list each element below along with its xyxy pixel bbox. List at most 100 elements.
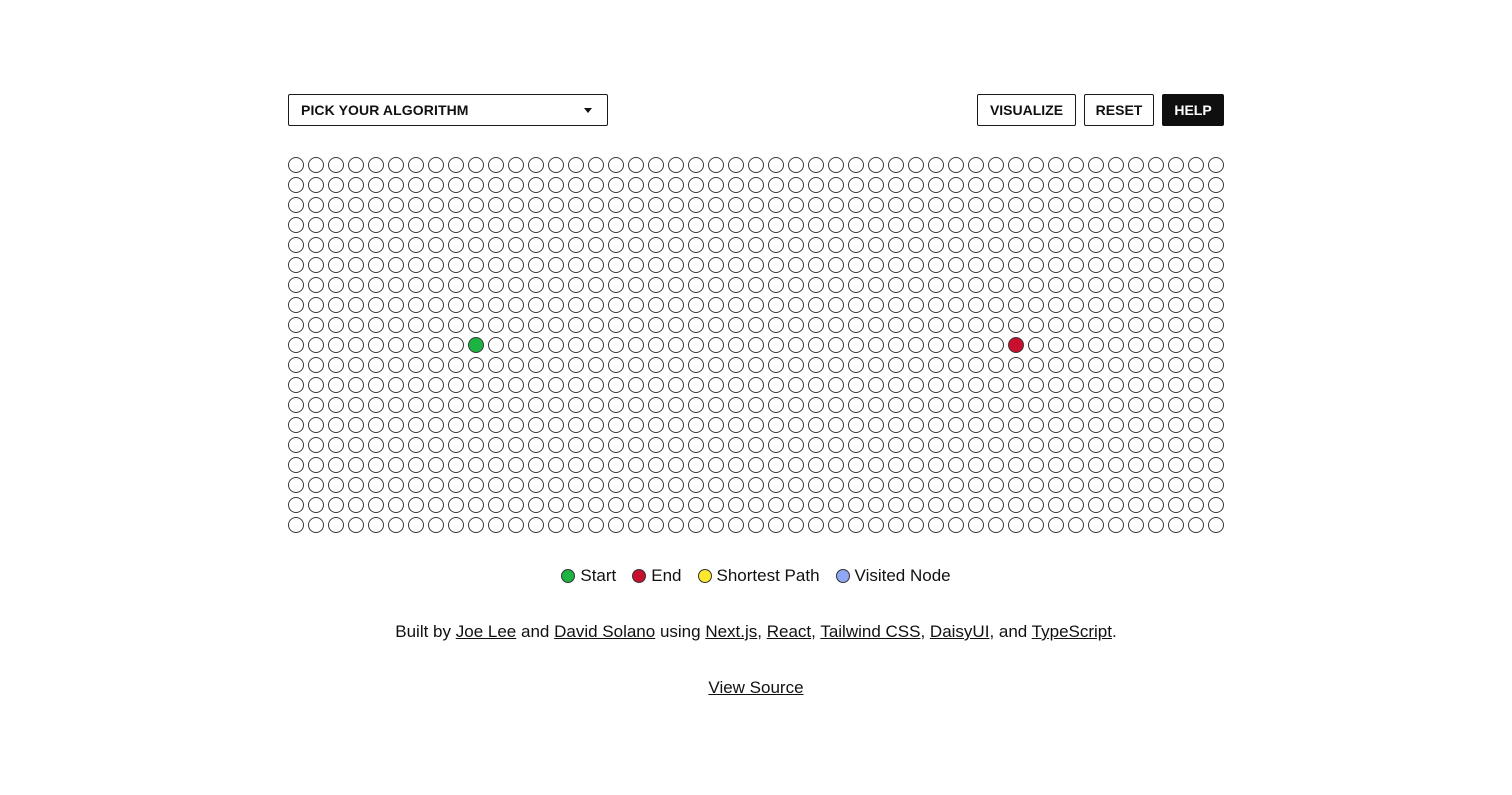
grid-node[interactable]: [569, 398, 584, 413]
grid-node[interactable]: [549, 478, 564, 493]
grid-node[interactable]: [989, 518, 1004, 533]
grid-node[interactable]: [409, 478, 424, 493]
grid-node[interactable]: [329, 478, 344, 493]
grid-node[interactable]: [769, 318, 784, 333]
grid-node[interactable]: [409, 518, 424, 533]
grid-node[interactable]: [969, 218, 984, 233]
grid-node[interactable]: [889, 258, 904, 273]
start-node[interactable]: [469, 338, 484, 353]
grid-node[interactable]: [409, 198, 424, 213]
grid-node[interactable]: [669, 318, 684, 333]
grid-node[interactable]: [369, 178, 384, 193]
grid-node[interactable]: [849, 518, 864, 533]
grid-node[interactable]: [909, 378, 924, 393]
grid-node[interactable]: [1089, 278, 1104, 293]
grid-node[interactable]: [529, 478, 544, 493]
grid-node[interactable]: [509, 398, 524, 413]
grid-node[interactable]: [1089, 458, 1104, 473]
grid-node[interactable]: [889, 378, 904, 393]
grid-node[interactable]: [689, 438, 704, 453]
grid-node[interactable]: [1169, 178, 1184, 193]
grid-node[interactable]: [389, 498, 404, 513]
grid-node[interactable]: [769, 458, 784, 473]
grid-node[interactable]: [909, 198, 924, 213]
grid-node[interactable]: [1189, 238, 1204, 253]
grid-node[interactable]: [969, 398, 984, 413]
grid-node[interactable]: [529, 358, 544, 373]
grid-node[interactable]: [709, 218, 724, 233]
grid-node[interactable]: [609, 498, 624, 513]
grid-node[interactable]: [829, 338, 844, 353]
grid-node[interactable]: [949, 158, 964, 173]
grid-node[interactable]: [909, 398, 924, 413]
grid-node[interactable]: [969, 258, 984, 273]
grid-node[interactable]: [909, 158, 924, 173]
grid-node[interactable]: [829, 378, 844, 393]
grid-node[interactable]: [889, 518, 904, 533]
tech-link-tailwind[interactable]: Tailwind CSS: [820, 622, 920, 641]
grid-node[interactable]: [709, 478, 724, 493]
grid-node[interactable]: [1029, 238, 1044, 253]
grid-node[interactable]: [889, 498, 904, 513]
grid-node[interactable]: [1049, 298, 1064, 313]
grid-node[interactable]: [889, 438, 904, 453]
grid-node[interactable]: [309, 418, 324, 433]
grid-node[interactable]: [929, 498, 944, 513]
grid-node[interactable]: [769, 478, 784, 493]
grid-node[interactable]: [769, 398, 784, 413]
grid-node[interactable]: [1149, 258, 1164, 273]
grid-node[interactable]: [749, 218, 764, 233]
grid-node[interactable]: [829, 478, 844, 493]
grid-node[interactable]: [369, 158, 384, 173]
grid-node[interactable]: [989, 298, 1004, 313]
grid-node[interactable]: [749, 278, 764, 293]
grid-node[interactable]: [569, 498, 584, 513]
grid-node[interactable]: [1109, 258, 1124, 273]
grid-node[interactable]: [829, 518, 844, 533]
grid-node[interactable]: [789, 518, 804, 533]
grid-node[interactable]: [389, 158, 404, 173]
grid-node[interactable]: [929, 158, 944, 173]
grid-node[interactable]: [849, 358, 864, 373]
grid-node[interactable]: [449, 398, 464, 413]
grid-node[interactable]: [649, 278, 664, 293]
grid-node[interactable]: [429, 238, 444, 253]
grid-node[interactable]: [549, 458, 564, 473]
grid-node[interactable]: [949, 278, 964, 293]
grid-node[interactable]: [489, 258, 504, 273]
grid-node[interactable]: [1049, 218, 1064, 233]
grid-node[interactable]: [729, 418, 744, 433]
grid-node[interactable]: [1169, 258, 1184, 273]
grid-node[interactable]: [289, 358, 304, 373]
grid-node[interactable]: [1149, 278, 1164, 293]
grid-node[interactable]: [429, 338, 444, 353]
grid-node[interactable]: [909, 178, 924, 193]
grid-node[interactable]: [569, 298, 584, 313]
grid-node[interactable]: [1129, 458, 1144, 473]
grid-node[interactable]: [309, 258, 324, 273]
grid-node[interactable]: [349, 318, 364, 333]
grid-node[interactable]: [909, 438, 924, 453]
grid-node[interactable]: [1169, 418, 1184, 433]
grid-node[interactable]: [769, 498, 784, 513]
grid-node[interactable]: [669, 458, 684, 473]
grid-node[interactable]: [489, 178, 504, 193]
grid-node[interactable]: [949, 318, 964, 333]
grid-node[interactable]: [969, 418, 984, 433]
grid-node[interactable]: [589, 218, 604, 233]
grid-node[interactable]: [449, 478, 464, 493]
grid-node[interactable]: [669, 198, 684, 213]
grid-node[interactable]: [909, 318, 924, 333]
grid-node[interactable]: [589, 358, 604, 373]
grid-node[interactable]: [1029, 398, 1044, 413]
grid-node[interactable]: [689, 158, 704, 173]
grid-node[interactable]: [349, 478, 364, 493]
grid-node[interactable]: [1109, 298, 1124, 313]
grid-node[interactable]: [649, 158, 664, 173]
grid-node[interactable]: [569, 238, 584, 253]
grid-node[interactable]: [589, 398, 604, 413]
grid-node[interactable]: [689, 278, 704, 293]
grid-node[interactable]: [969, 198, 984, 213]
grid-node[interactable]: [929, 378, 944, 393]
grid-node[interactable]: [829, 498, 844, 513]
